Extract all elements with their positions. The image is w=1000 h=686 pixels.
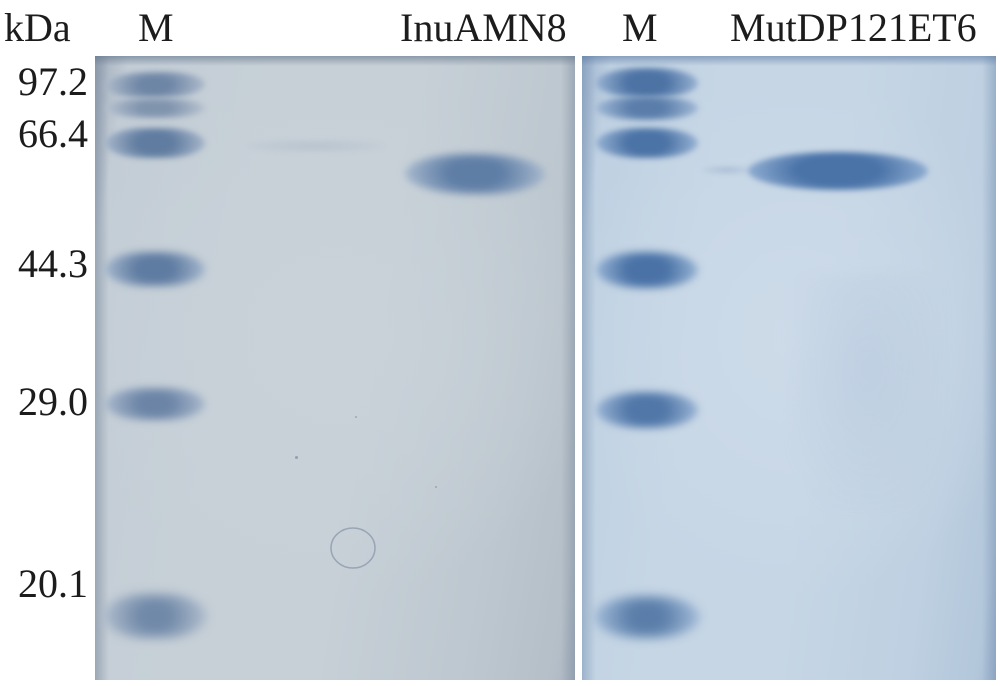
- speckle: [435, 486, 437, 488]
- lane-header-InuAMN8: InuAMN8: [400, 4, 567, 51]
- marker-band-left-29: [105, 388, 205, 420]
- mw-label-97-2: 97.2: [6, 58, 88, 105]
- marker-band-right-20: [594, 596, 700, 638]
- mw-label-29-0: 29.0: [6, 378, 88, 425]
- marker-band-right-44: [596, 252, 698, 288]
- mw-label-66-4: 66.4: [6, 110, 88, 157]
- left-panel-edge-left: [95, 56, 109, 680]
- lane-header-M-right: M: [622, 4, 658, 51]
- InuAMN8-band: [405, 153, 545, 194]
- right-panel-smudge: [792, 276, 942, 506]
- lane-header-MutDP121ET6: MutDP121ET6: [730, 4, 977, 51]
- left-gel-panel: [95, 56, 575, 680]
- kda-header-label: kDa: [4, 4, 71, 51]
- marker-band-left-97-mid: [105, 98, 205, 118]
- marker-band-right-29: [596, 392, 698, 428]
- right-panel-edge-left: [582, 56, 596, 680]
- marker-band-left-66: [105, 128, 205, 158]
- marker-band-right-97-mid: [596, 96, 698, 120]
- marker-band-left-44: [105, 252, 205, 286]
- mw-label-20-1: 20.1: [6, 560, 88, 607]
- figure-container: kDa M InuAMN8 M MutDP121ET6 97.2 66.4 44…: [0, 0, 1000, 686]
- left-panel-edge-right: [561, 56, 575, 680]
- right-panel-edge-top: [582, 56, 996, 66]
- mw-label-44-3: 44.3: [6, 240, 88, 287]
- marker-band-left-20: [103, 594, 207, 638]
- artifact-ring: [329, 524, 377, 572]
- speckle: [295, 456, 298, 459]
- MutDP121ET6-band: [748, 152, 928, 190]
- lane-header-M-left: M: [138, 4, 174, 51]
- right-gel-panel: [582, 56, 996, 680]
- faint-band-right: [702, 166, 752, 174]
- marker-band-right-66: [596, 128, 698, 158]
- right-panel-edge-right: [982, 56, 996, 680]
- left-panel-edge-top: [95, 56, 575, 66]
- faint-smear-band: [245, 140, 385, 152]
- marker-band-right-97-top: [596, 68, 698, 98]
- speckle: [355, 416, 357, 418]
